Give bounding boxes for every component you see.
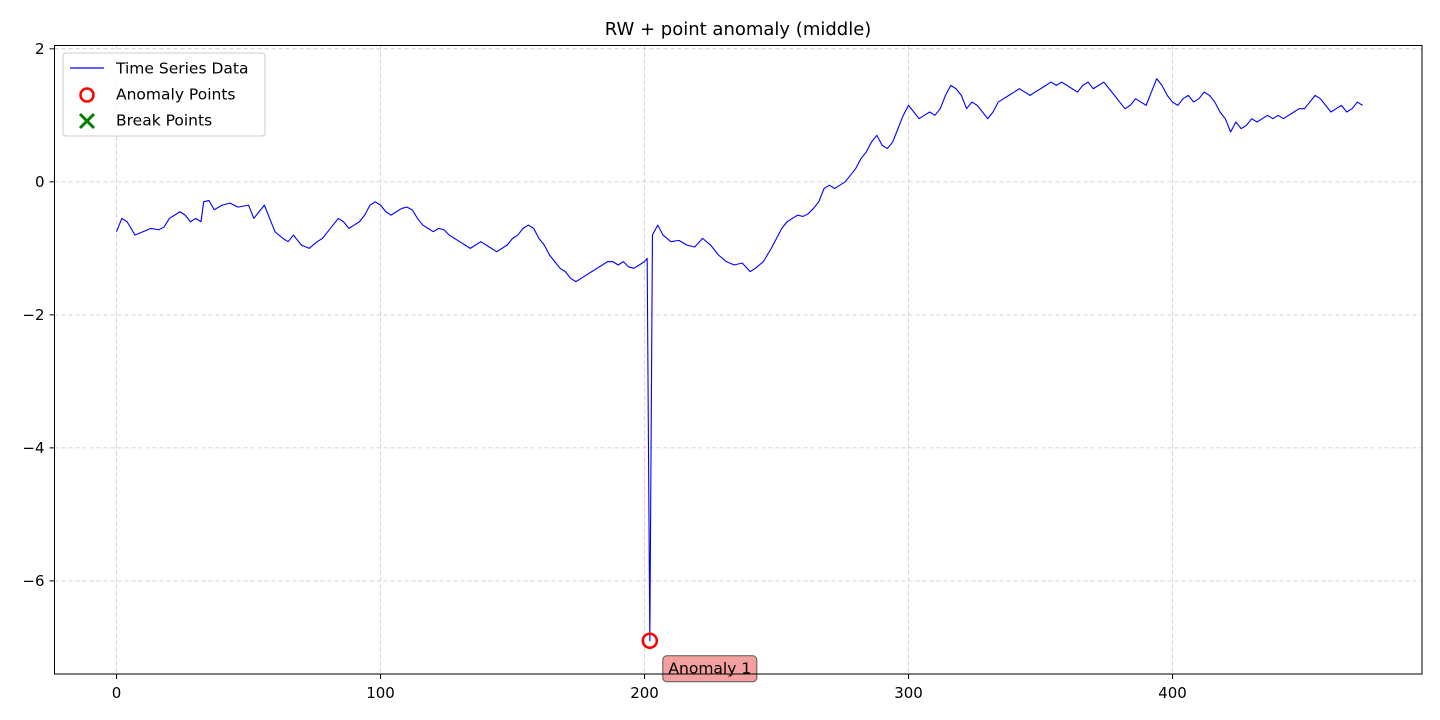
y-tick-label: 2 — [35, 40, 45, 58]
x-tick-label: 100 — [366, 684, 395, 702]
legend-label-anomaly-points: Anomaly Points — [116, 86, 235, 104]
series-line-time-series — [116, 78, 1363, 642]
grid — [54, 45, 1422, 674]
y-tick-label: −2 — [22, 306, 44, 324]
legend: Time Series Data Anomaly Points Break Po… — [62, 52, 266, 137]
x-tick-label: 0 — [112, 684, 122, 702]
x-tick-label: 200 — [630, 684, 659, 702]
x-tick-label: 300 — [894, 684, 923, 702]
legend-x-marker — [78, 112, 96, 130]
anomaly-layer: Anomaly 1 — [641, 632, 758, 683]
y-tick-label: 0 — [35, 173, 45, 191]
chart-title: RW + point anomaly (middle) — [605, 19, 872, 40]
y-tick-label: −6 — [22, 572, 44, 590]
legend-box — [62, 52, 266, 137]
ticks: 0 100 200 300 400 2 0 −2 −4 −6 — [22, 40, 1186, 702]
series-layer — [116, 78, 1363, 642]
anomaly-annotation-label: Anomaly 1 — [668, 660, 751, 678]
plot-frame — [54, 45, 1423, 675]
legend-label-time-series: Time Series Data — [115, 60, 248, 78]
x-tick-label: 400 — [1158, 684, 1187, 702]
legend-circle-marker — [79, 87, 95, 103]
anomaly-marker — [641, 632, 659, 649]
y-tick-label: −4 — [22, 439, 44, 457]
legend-label-break-points: Break Points — [116, 112, 212, 130]
anomaly-annotation-box — [662, 655, 758, 683]
